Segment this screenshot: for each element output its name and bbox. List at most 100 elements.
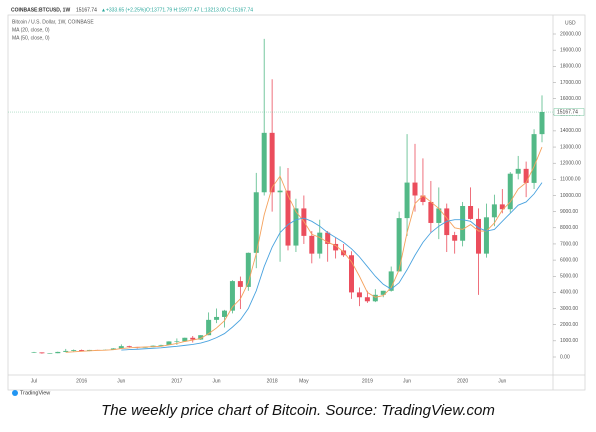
candle-body	[142, 347, 148, 348]
plot: 0.00 1000.00 2000.00 3000.00 4000.00 5000.00 6…	[8, 31, 585, 384]
logo: TradingView	[12, 390, 50, 396]
candle-body	[531, 134, 537, 183]
candle-body	[325, 232, 331, 244]
x-tick-label: Jun	[403, 378, 411, 384]
y-tick-label: 18000.00	[560, 64, 581, 70]
y-tick-label: 3000.00	[560, 306, 578, 312]
y-tick-label: 20000.00	[560, 31, 581, 37]
y-tick-label: 10000.00	[560, 193, 581, 199]
x-tick-label: Jun	[117, 378, 125, 384]
candle-body	[71, 350, 77, 351]
candle-body	[364, 297, 370, 302]
candle-body	[491, 204, 497, 218]
y-tick-label: 11000.00	[560, 177, 581, 183]
candle-body	[515, 168, 521, 174]
candle-body	[229, 281, 235, 311]
candle-body	[190, 337, 196, 340]
x-tick-label: May	[299, 378, 309, 384]
legend-main: Bitcoin / U.S. Dollar, 1W, COINBASE	[12, 19, 94, 25]
y-tick-label: 19000.00	[560, 47, 581, 53]
candle-body	[452, 235, 458, 241]
candle-body	[79, 350, 85, 352]
candle-body	[396, 218, 402, 272]
x-tick-label: 2016	[76, 378, 87, 384]
y-tick-label: 5000.00	[560, 274, 578, 280]
ma-line	[121, 182, 543, 351]
candle-body	[198, 335, 204, 340]
x-tick-label: 2019	[362, 378, 373, 384]
y-tick-label: 4000.00	[560, 290, 578, 296]
legend-ma50: MA (50, close, 0)	[12, 35, 50, 41]
candle-body	[31, 352, 37, 353]
candle-body	[222, 310, 227, 317]
candle-body	[269, 132, 275, 193]
candle-body	[174, 341, 180, 342]
symbol: COINBASE:BTCUSD, 1W	[11, 7, 70, 13]
candle-body	[333, 243, 339, 251]
candle-body	[253, 192, 259, 253]
ma-line	[65, 146, 543, 353]
candle-body	[309, 235, 315, 254]
candle-body	[468, 205, 474, 219]
candle-body	[483, 217, 489, 254]
y-tick-label: 0.00	[560, 354, 570, 360]
candle-body	[428, 201, 434, 223]
candle-body	[293, 208, 299, 246]
x-tick-label: Jun	[498, 378, 506, 384]
candle-body	[412, 182, 418, 196]
y-tick-label: 8000.00	[560, 225, 578, 231]
x-tick-label: Jun	[213, 378, 221, 384]
candle-body	[245, 252, 251, 287]
logo-icon	[12, 390, 18, 396]
candle-body	[166, 341, 172, 345]
y-tick-label: 17000.00	[560, 80, 581, 86]
legend-ma20: MA (20, close, 0)	[12, 27, 50, 33]
candle-body	[118, 346, 124, 349]
candle-body	[237, 281, 243, 287]
candle-body	[158, 344, 164, 346]
candle-body	[507, 173, 513, 210]
candle-body	[39, 352, 45, 354]
change: ▲+333.65 (+2.25%)	[101, 7, 146, 13]
x-tick-label: Jul	[31, 378, 37, 384]
caption: The weekly price chart of Bitcoin. Sourc…	[101, 402, 495, 419]
logo-text: TradingView	[20, 390, 50, 396]
candle-body	[285, 190, 291, 246]
candle-body	[420, 195, 426, 202]
candle-body	[126, 346, 132, 347]
candle-body	[539, 112, 545, 135]
candle-body	[388, 271, 394, 291]
ohlc: O:13771.79 H:15977.47 L:13213.00 C:15167…	[146, 7, 253, 13]
last: 15167.74	[76, 7, 97, 13]
candle-body	[341, 250, 347, 256]
candle-body	[261, 132, 267, 193]
axis-unit: USD	[565, 20, 576, 26]
candle-body	[349, 255, 354, 293]
last-price-label: 15167.74	[557, 109, 578, 115]
last-price-box	[553, 108, 585, 116]
candle-body	[55, 351, 61, 354]
candle-body	[523, 168, 529, 183]
candle-body	[460, 205, 466, 241]
x-tick-label: 2020	[457, 378, 468, 384]
candle-body	[476, 218, 481, 254]
candle-body	[404, 182, 410, 219]
candle-body	[110, 348, 116, 350]
candle-body	[436, 208, 442, 223]
candle-body	[317, 232, 323, 254]
candle-body	[182, 337, 188, 342]
y-tick-label: 13000.00	[560, 144, 581, 150]
y-tick-label: 7000.00	[560, 241, 578, 247]
x-tick-label: 2018	[267, 378, 278, 384]
y-tick-label: 2000.00	[560, 322, 578, 328]
y-tick-label: 6000.00	[560, 257, 578, 263]
candle-body	[499, 204, 505, 210]
chart-frame	[7, 14, 586, 391]
candle-body	[63, 350, 69, 352]
candle-body	[372, 294, 378, 302]
candle-body	[206, 319, 212, 336]
y-tick-label: 16000.00	[560, 96, 581, 102]
candle-body	[214, 316, 220, 320]
candle-body	[277, 190, 283, 193]
